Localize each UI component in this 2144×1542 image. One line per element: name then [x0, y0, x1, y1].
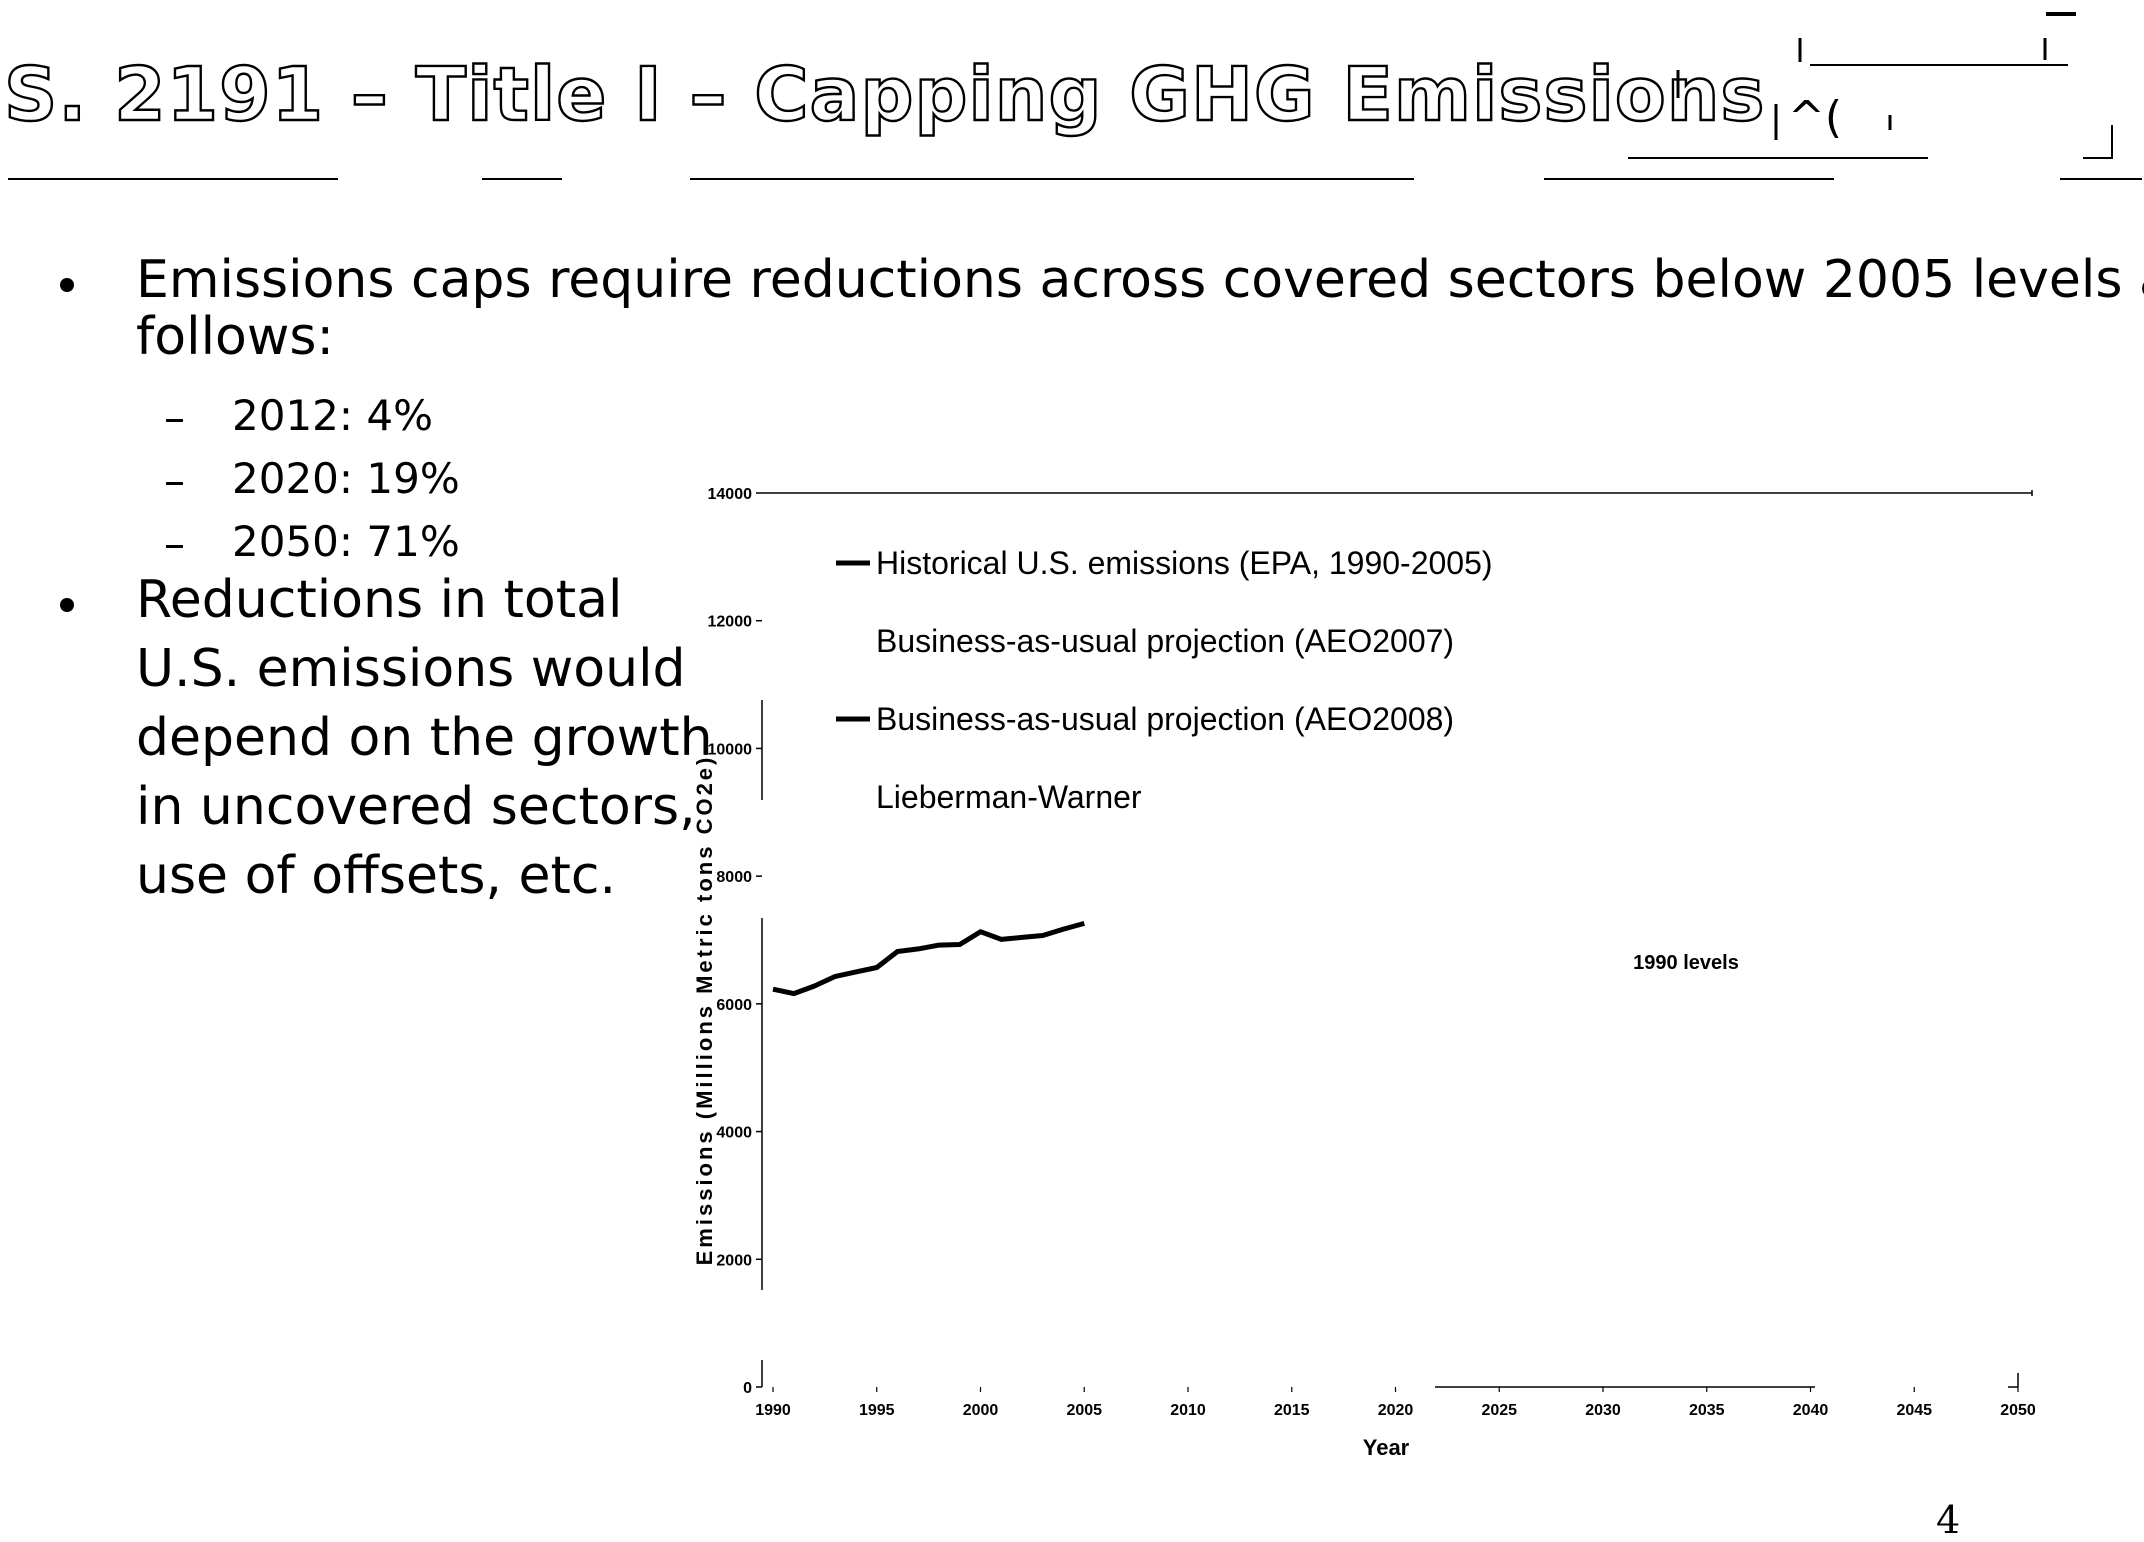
x-tick-label: 2040	[1793, 1402, 1829, 1419]
y-tick-label: 6000	[716, 997, 752, 1014]
sub-bullet-dash: –	[164, 393, 185, 442]
sub-bullet-text: 2012: 4%	[232, 391, 434, 440]
sub-bullet-text: 2050: 71%	[232, 517, 460, 566]
sub-bullet-dash: –	[164, 456, 185, 505]
legend-label: Business-as-usual projection (AEO2007)	[876, 623, 1454, 659]
bullet-text-continuation: follows:	[136, 307, 334, 367]
y-tick-label: 14000	[708, 486, 753, 503]
bullet-text-continuation: depend on the growth	[136, 708, 713, 768]
title-underline-segment	[690, 178, 1414, 180]
title-underline-segment	[8, 178, 338, 180]
x-tick-label: 2020	[1378, 1402, 1414, 1419]
y-tick-label: 8000	[716, 869, 752, 886]
x-tick-label: 2005	[1066, 1402, 1102, 1419]
page-number: 4	[1936, 1498, 1961, 1542]
x-tick-label: 2015	[1274, 1402, 1310, 1419]
x-tick-label: 1990	[755, 1402, 791, 1419]
sub-bullet-dash: –	[164, 519, 185, 568]
x-tick-label: 1995	[859, 1402, 895, 1419]
series-line	[772, 920, 1085, 997]
sub-bullet-text: 2020: 19%	[232, 454, 460, 503]
x-tick-label: 2010	[1170, 1402, 1206, 1419]
title-underline-segment	[482, 178, 562, 180]
bullet-text-continuation: use of offsets, etc.	[136, 846, 616, 906]
bullet-marker	[60, 598, 74, 612]
chart-annotation: 1990 levels	[1633, 952, 1739, 974]
bullet-text: Emissions caps require reductions across…	[136, 250, 2144, 310]
x-tick-label: 2035	[1689, 1402, 1725, 1419]
title-underline-segment	[2060, 178, 2142, 180]
slide-title: S. 2191 – Title I – Capping GHG Emission…	[3, 51, 1766, 139]
y-tick-label: 2000	[716, 1252, 752, 1269]
y-tick-label: 4000	[716, 1125, 752, 1142]
x-tick-label: 2050	[2000, 1402, 2036, 1419]
logo: ^(	[1628, 12, 2113, 159]
title-underline-segment	[1544, 178, 1834, 180]
y-tick-label: 0	[743, 1380, 752, 1397]
bullet-text-continuation: U.S. emissions would	[136, 639, 686, 699]
y-axis-title: Emissions (Millions Metric tons CO2e)	[692, 755, 717, 1266]
legend-label: Lieberman-Warner	[876, 779, 1142, 815]
x-tick-label: 2045	[1896, 1402, 1932, 1419]
bullet-text: Reductions in total	[136, 570, 623, 630]
y-tick-label: 12000	[708, 614, 753, 631]
legend-label: Historical U.S. emissions (EPA, 1990-200…	[876, 545, 1493, 581]
svg-text:^(: ^(	[1788, 92, 1842, 143]
legend-label: Business-as-usual projection (AEO2008)	[876, 701, 1454, 737]
x-tick-label: 2000	[963, 1402, 999, 1419]
x-tick-label: 2030	[1585, 1402, 1621, 1419]
bullet-text-continuation: in uncovered sectors,	[136, 777, 696, 837]
bullet-marker	[60, 278, 74, 292]
y-tick-label: 10000	[708, 741, 753, 758]
x-axis-title: Year	[1363, 1435, 1410, 1460]
x-tick-label: 2025	[1481, 1402, 1517, 1419]
